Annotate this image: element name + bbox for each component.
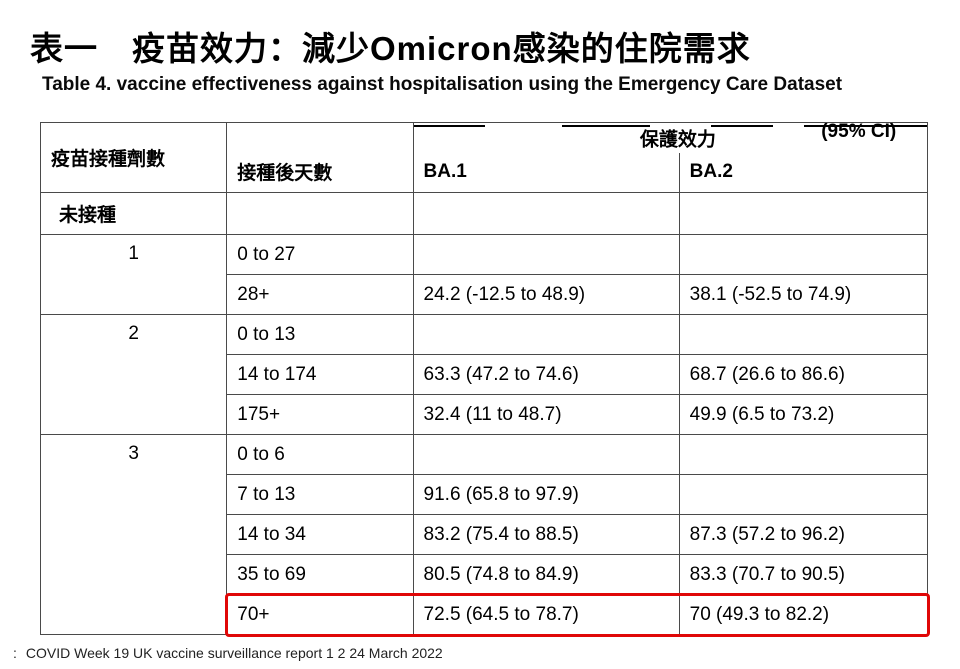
col-effectiveness-span: 保護效力 (95% CI) (413, 123, 927, 153)
cell-ba2 (679, 435, 927, 475)
row-unvaccinated: 未接種 (41, 193, 928, 235)
title-block: 表一 疫苗效力：減少Omicron感染的住院需求 Table 4. vaccin… (0, 0, 960, 104)
table-row: 1 0 to 27 (41, 235, 928, 275)
cell-ba1 (413, 435, 679, 475)
source-line: : COVID Week 19 UK vaccine surveillance … (8, 645, 443, 661)
cell-ba2: 83.3 (70.7 to 90.5) (679, 555, 927, 595)
cell-ba1: 24.2 (-12.5 to 48.9) (413, 275, 679, 315)
table-row: 2 0 to 13 (41, 315, 928, 355)
cell-dose: 3 (41, 435, 227, 635)
cell-ba1: 91.6 (65.8 to 97.9) (413, 475, 679, 515)
cell-ba2 (679, 475, 927, 515)
cell-ba2: 68.7 (26.6 to 86.6) (679, 355, 927, 395)
cell-unvaccinated-ba2 (679, 193, 927, 235)
source-text: COVID Week 19 UK vaccine surveillance re… (26, 645, 443, 661)
cell-ba2 (679, 315, 927, 355)
cell-ba1: 72.5 (64.5 to 78.7) (413, 595, 679, 635)
cell-days: 35 to 69 (227, 555, 413, 595)
cell-ba1 (413, 315, 679, 355)
cell-dose: 2 (41, 315, 227, 435)
cell-days: 175+ (227, 395, 413, 435)
cell-days: 0 to 6 (227, 435, 413, 475)
cell-ba2 (679, 235, 927, 275)
cell-dose: 1 (41, 235, 227, 315)
cell-unvaccinated-ba1 (413, 193, 679, 235)
cell-ba1: 32.4 (11 to 48.7) (413, 395, 679, 435)
cell-days: 7 to 13 (227, 475, 413, 515)
cell-ba2: 70 (49.3 to 82.2) (679, 595, 927, 635)
col-ba2: BA.2 (679, 153, 927, 193)
title-zh: 表一 疫苗效力：減少Omicron感染的住院需求 (30, 22, 930, 70)
cell-days: 14 to 174 (227, 355, 413, 395)
ve-table: 疫苗接種劑數 接種後天數 保護效力 (95% CI) BA.1 BA.2 (40, 122, 928, 635)
cell-unvaccinated-label: 未接種 (41, 193, 227, 235)
cell-days: 0 to 13 (227, 315, 413, 355)
cell-ba2: 49.9 (6.5 to 73.2) (679, 395, 927, 435)
table-wrap: 疫苗接種劑數 接種後天數 保護效力 (95% CI) BA.1 BA.2 (0, 104, 960, 635)
col-days: 接種後天數 (227, 123, 413, 193)
col-dose: 疫苗接種劑數 (41, 123, 227, 193)
cell-ba1: 80.5 (74.8 to 84.9) (413, 555, 679, 595)
col-ba1: BA.1 (413, 153, 679, 193)
cell-ba1: 83.2 (75.4 to 88.5) (413, 515, 679, 555)
title-en: Table 4. vaccine effectiveness against h… (42, 74, 930, 96)
table-row: 3 0 to 6 (41, 435, 928, 475)
col-ci-label: (95% CI) (821, 121, 896, 143)
cell-ba1: 63.3 (47.2 to 74.6) (413, 355, 679, 395)
cell-days: 0 to 27 (227, 235, 413, 275)
cell-ba1 (413, 235, 679, 275)
cell-ba2: 38.1 (-52.5 to 74.9) (679, 275, 927, 315)
table-header-row1: 疫苗接種劑數 接種後天數 保護效力 (95% CI) (41, 123, 928, 153)
cell-days: 14 to 34 (227, 515, 413, 555)
col-protect-label: 保護效力 (640, 124, 716, 151)
cell-ba2: 87.3 (57.2 to 96.2) (679, 515, 927, 555)
cell-unvaccinated-days (227, 193, 413, 235)
cell-days: 28+ (227, 275, 413, 315)
source-colon-icon: : (8, 645, 22, 661)
cell-days: 70+ (227, 595, 413, 635)
